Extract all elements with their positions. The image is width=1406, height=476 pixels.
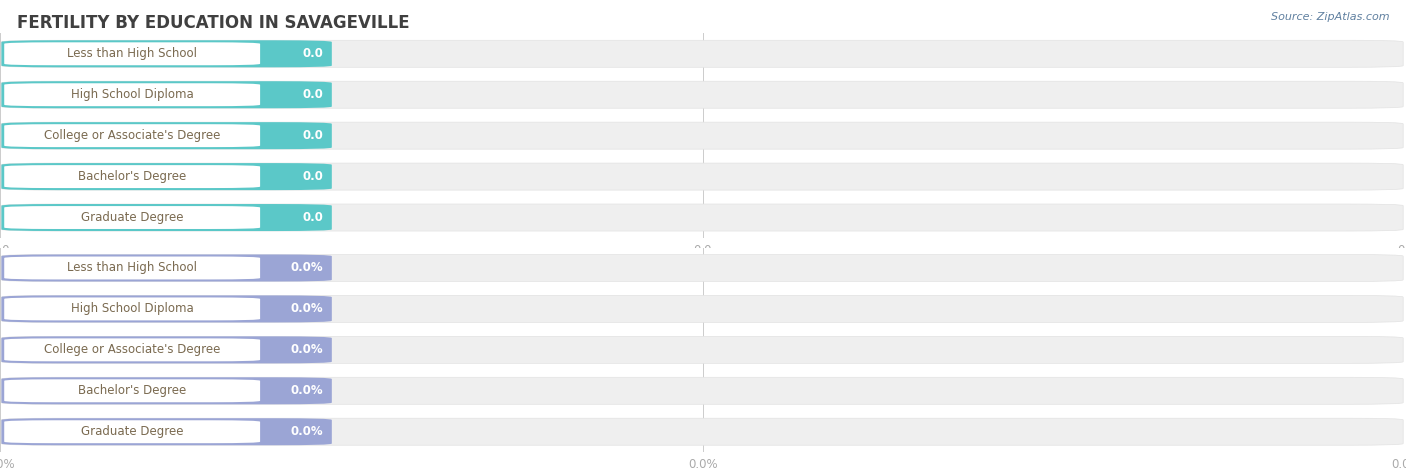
Text: 0.0: 0.0 (302, 88, 323, 101)
Text: Graduate Degree: Graduate Degree (82, 211, 183, 224)
Text: High School Diploma: High School Diploma (70, 88, 194, 101)
Text: Less than High School: Less than High School (67, 261, 197, 275)
FancyBboxPatch shape (1, 255, 332, 281)
FancyBboxPatch shape (1, 337, 332, 363)
Text: 0.0%: 0.0% (291, 302, 323, 316)
Text: College or Associate's Degree: College or Associate's Degree (44, 129, 221, 142)
Text: Less than High School: Less than High School (67, 47, 197, 60)
FancyBboxPatch shape (1, 122, 1403, 149)
FancyBboxPatch shape (1, 418, 332, 445)
FancyBboxPatch shape (4, 420, 260, 443)
FancyBboxPatch shape (4, 379, 260, 402)
FancyBboxPatch shape (1, 122, 332, 149)
Text: 0.0%: 0.0% (291, 384, 323, 397)
FancyBboxPatch shape (1, 163, 332, 190)
FancyBboxPatch shape (1, 204, 332, 231)
Text: Bachelor's Degree: Bachelor's Degree (79, 384, 186, 397)
Text: Bachelor's Degree: Bachelor's Degree (79, 170, 186, 183)
Text: FERTILITY BY EDUCATION IN SAVAGEVILLE: FERTILITY BY EDUCATION IN SAVAGEVILLE (17, 14, 409, 32)
Text: 0.0: 0.0 (302, 211, 323, 224)
FancyBboxPatch shape (4, 165, 260, 188)
FancyBboxPatch shape (1, 418, 1403, 445)
FancyBboxPatch shape (1, 296, 1403, 322)
FancyBboxPatch shape (4, 42, 260, 65)
FancyBboxPatch shape (4, 338, 260, 361)
FancyBboxPatch shape (1, 81, 1403, 108)
FancyBboxPatch shape (1, 296, 332, 322)
FancyBboxPatch shape (4, 206, 260, 229)
FancyBboxPatch shape (4, 124, 260, 147)
Text: 0.0: 0.0 (302, 129, 323, 142)
Text: Graduate Degree: Graduate Degree (82, 425, 183, 438)
Text: High School Diploma: High School Diploma (70, 302, 194, 316)
Text: Source: ZipAtlas.com: Source: ZipAtlas.com (1271, 12, 1389, 22)
FancyBboxPatch shape (1, 337, 1403, 363)
FancyBboxPatch shape (1, 255, 1403, 281)
Text: 0.0: 0.0 (302, 170, 323, 183)
Text: 0.0%: 0.0% (291, 343, 323, 357)
FancyBboxPatch shape (4, 298, 260, 320)
Text: 0.0: 0.0 (302, 47, 323, 60)
FancyBboxPatch shape (1, 163, 1403, 190)
Text: 0.0%: 0.0% (291, 425, 323, 438)
FancyBboxPatch shape (4, 257, 260, 279)
FancyBboxPatch shape (1, 377, 332, 404)
FancyBboxPatch shape (1, 40, 332, 67)
Text: College or Associate's Degree: College or Associate's Degree (44, 343, 221, 357)
FancyBboxPatch shape (1, 40, 1403, 67)
FancyBboxPatch shape (1, 81, 332, 108)
FancyBboxPatch shape (1, 204, 1403, 231)
FancyBboxPatch shape (1, 377, 1403, 404)
Text: 0.0%: 0.0% (291, 261, 323, 275)
FancyBboxPatch shape (4, 83, 260, 106)
